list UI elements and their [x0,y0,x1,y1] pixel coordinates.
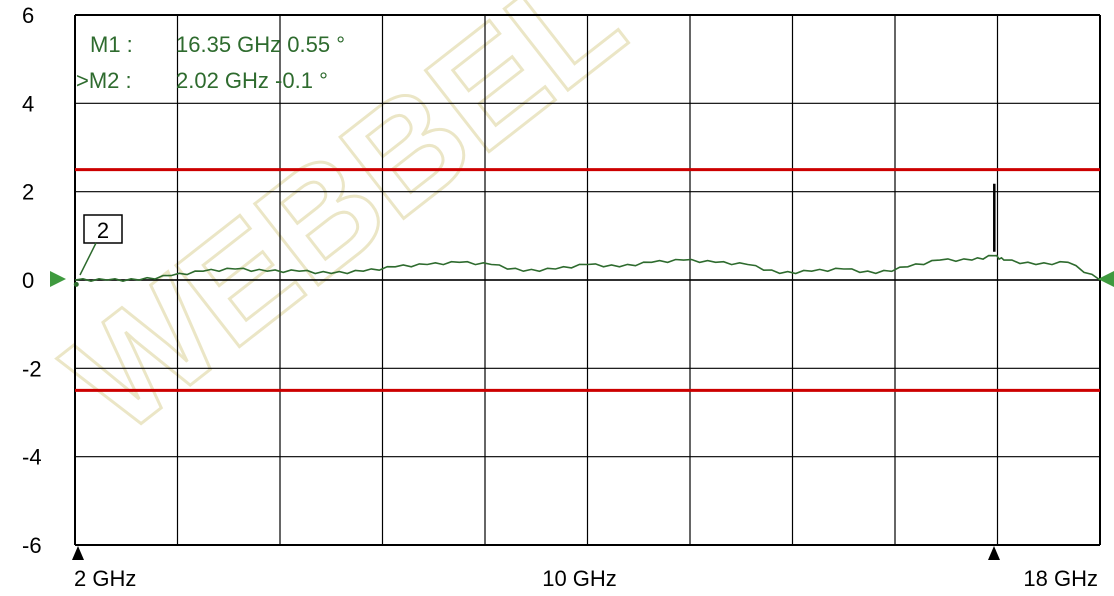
marker-2-value: 2.02 GHz -0.1 ° [176,68,328,93]
x-tick-label: 18 GHz [1023,566,1098,591]
marker-1-value: 16.35 GHz 0.55 ° [176,32,345,57]
plot-grid [74,14,1101,546]
marker-readout: M1 : 16.35 GHz 0.55 ° >M2 : 2.02 GHz -0.… [76,32,345,93]
axis-decorations [50,271,1114,560]
x-tick-label: 2 GHz [74,566,136,591]
x-tick-label: 10 GHz [542,566,617,591]
x-tick-labels: 2 GHz 10 GHz 18 GHz [74,566,1098,591]
limit-lines [75,168,1100,392]
marker-tag: 2 [79,214,123,276]
y-tick-label: 6 [22,3,34,28]
marker-tag-box [83,214,123,244]
y-tick-label: 2 [22,180,34,205]
y-tick-label: 0 [22,268,34,293]
marker-1-label: M1 : [90,32,133,57]
left-reference-arrow-icon [50,271,66,287]
y-tick-label: -4 [22,445,42,470]
marker-tag-text: 2 [97,218,109,243]
marker-layer [73,183,996,287]
y-tick-label: -2 [22,356,42,381]
marker-tag-leader [79,242,97,276]
marker-2-label: >M2 : [76,68,132,93]
stop-triangle-icon [988,546,1000,560]
y-tick-label: -6 [22,533,42,558]
y-tick-labels: 6 4 2 0 -2 -4 -6 [22,3,42,558]
trace-line [74,254,1101,283]
y-tick-label: 4 [22,91,34,116]
trace-layer [74,254,1101,283]
right-reference-arrow-icon [1098,271,1114,287]
marker-2-point [73,281,79,287]
start-triangle-icon [72,546,84,560]
